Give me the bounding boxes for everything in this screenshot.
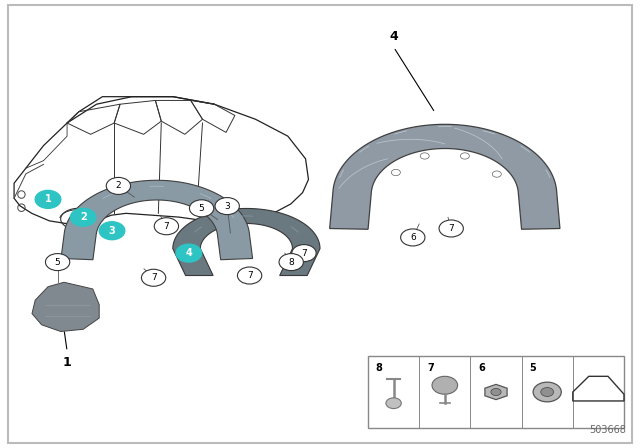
Text: 4: 4 (389, 30, 398, 43)
FancyBboxPatch shape (368, 356, 624, 428)
Circle shape (215, 198, 239, 215)
Circle shape (141, 269, 166, 286)
Circle shape (541, 388, 554, 396)
Text: 4: 4 (186, 248, 192, 258)
Polygon shape (61, 180, 253, 260)
Circle shape (491, 388, 501, 396)
Circle shape (401, 229, 425, 246)
Circle shape (420, 153, 429, 159)
Text: 2: 2 (80, 212, 86, 222)
Circle shape (392, 169, 401, 176)
Circle shape (292, 245, 316, 262)
Text: 6: 6 (478, 363, 485, 373)
Circle shape (432, 376, 458, 394)
Polygon shape (173, 208, 320, 276)
Polygon shape (485, 384, 507, 400)
Text: 1: 1 (63, 356, 72, 369)
Circle shape (460, 153, 469, 159)
Text: 7: 7 (247, 271, 252, 280)
Text: 5: 5 (55, 258, 60, 267)
Polygon shape (32, 282, 99, 332)
Text: 503668: 503668 (589, 426, 626, 435)
Circle shape (99, 222, 125, 240)
Circle shape (279, 254, 303, 271)
Text: 5: 5 (199, 204, 204, 213)
Text: 2: 2 (116, 181, 121, 190)
Text: 6: 6 (410, 233, 415, 242)
Circle shape (237, 267, 262, 284)
Circle shape (154, 218, 179, 235)
Text: 8: 8 (376, 363, 383, 373)
Circle shape (533, 382, 561, 402)
Circle shape (492, 171, 501, 177)
Circle shape (35, 190, 61, 208)
Text: 1: 1 (45, 194, 51, 204)
Text: 8: 8 (289, 258, 294, 267)
Text: 3: 3 (109, 226, 115, 236)
Text: 7: 7 (164, 222, 169, 231)
Circle shape (386, 398, 401, 409)
Text: 3: 3 (225, 202, 230, 211)
Text: 7: 7 (427, 363, 434, 373)
Circle shape (70, 208, 96, 226)
Polygon shape (330, 125, 560, 229)
Text: 7: 7 (301, 249, 307, 258)
Circle shape (106, 177, 131, 194)
Circle shape (176, 244, 202, 262)
Circle shape (439, 220, 463, 237)
Circle shape (45, 254, 70, 271)
Circle shape (189, 200, 214, 217)
Text: 7: 7 (449, 224, 454, 233)
Text: 5: 5 (529, 363, 536, 373)
Text: 7: 7 (151, 273, 156, 282)
